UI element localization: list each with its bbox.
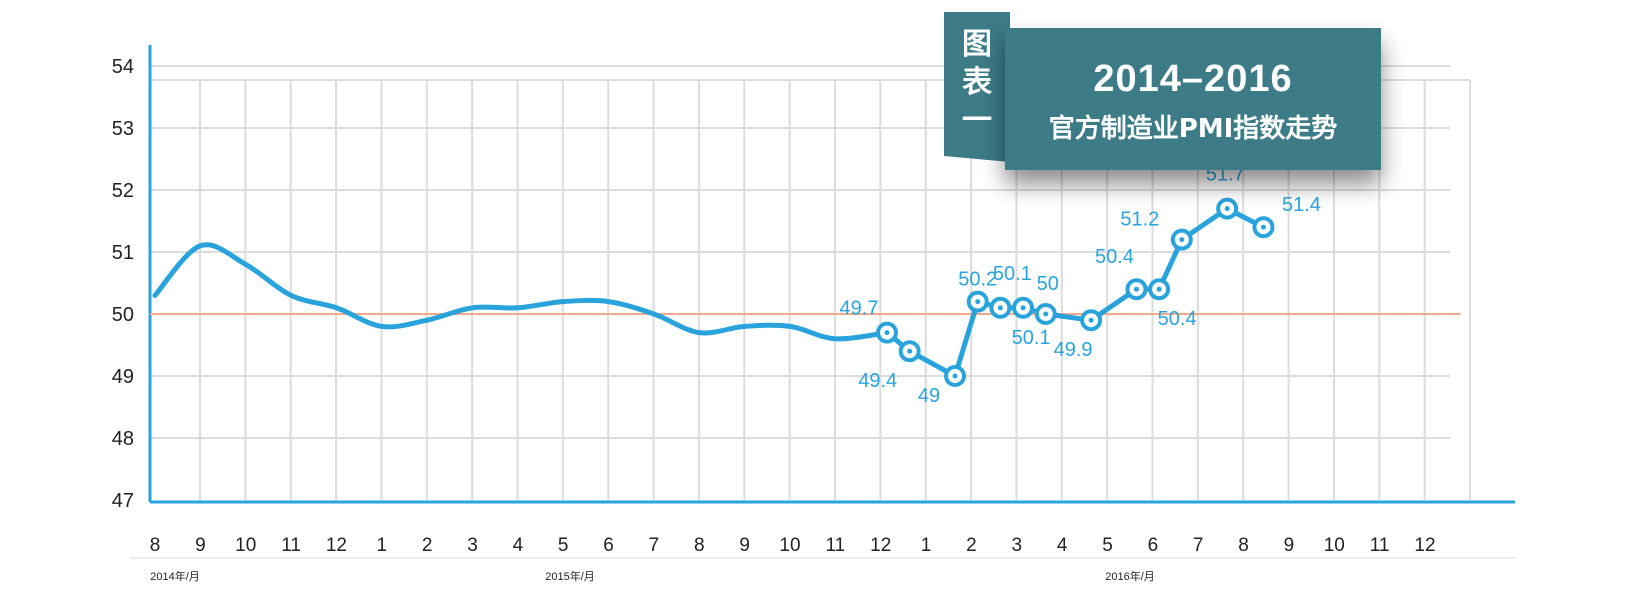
- x-tick-label: 2: [422, 535, 433, 556]
- x-tick-label: 9: [739, 535, 750, 556]
- data-label: 50.4: [1095, 246, 1134, 268]
- x-tick-label: 6: [603, 535, 614, 556]
- data-label: 49.4: [858, 370, 897, 392]
- x-tick-label: 8: [1238, 535, 1249, 556]
- x-tick-label: 12: [870, 535, 891, 556]
- x-tick-label: 6: [1148, 535, 1159, 556]
- data-point-dot: [975, 299, 981, 305]
- x-tick-label: 7: [1193, 535, 1204, 556]
- x-tick-label: 5: [1102, 535, 1113, 556]
- data-label: 49.7: [840, 298, 879, 320]
- x-tick-label: 12: [1414, 535, 1435, 556]
- data-point-dot: [1179, 237, 1185, 243]
- title-tag-char: 一: [962, 103, 992, 138]
- x-tick-label: 4: [1057, 535, 1068, 556]
- x-tick-label: 11: [825, 535, 845, 556]
- x-tick-label: 8: [694, 535, 705, 556]
- data-label: 49.9: [1054, 339, 1093, 361]
- year-label: 2016年/月: [1105, 569, 1155, 583]
- x-tick-label: 10: [235, 535, 256, 556]
- y-tick-label: 48: [112, 428, 134, 450]
- x-tick-label: 4: [513, 535, 524, 556]
- data-labels-group: 49.749.44950.250.150.15049.950.450.451.2…: [840, 164, 1321, 407]
- data-point-dot: [1133, 286, 1139, 292]
- chart-title-sub: 官方制造业PMI指数走势: [1048, 114, 1338, 144]
- data-point-dot: [952, 373, 958, 379]
- x-tick-label: 9: [1284, 535, 1295, 556]
- chart-axes: [130, 45, 1515, 559]
- data-label: 51.2: [1120, 209, 1159, 231]
- y-tick-label: 52: [112, 180, 134, 202]
- year-label: 2014年/月: [150, 569, 200, 583]
- chart-title-main: 2014–2016: [1093, 58, 1293, 100]
- chart-title-box: 2014–2016 官方制造业PMI指数走势: [1005, 28, 1381, 170]
- y-tick-label: 47: [112, 490, 134, 512]
- data-point-dot: [1043, 311, 1049, 317]
- data-point-dot: [1260, 224, 1266, 230]
- data-label: 50.1: [1012, 327, 1051, 349]
- x-tick-label: 1: [921, 535, 932, 556]
- data-point-dot: [997, 305, 1003, 311]
- title-tag-char: 表: [962, 65, 992, 100]
- y-tick-label: 54: [112, 56, 134, 78]
- title-tag-text: 图表一: [944, 26, 1010, 140]
- pmi-series-smooth: [152, 242, 890, 342]
- x-tick-label: 3: [1011, 535, 1022, 556]
- series-group: [152, 197, 1275, 387]
- x-tick-label: 1: [376, 535, 387, 556]
- x-tick-label: 10: [1324, 535, 1345, 556]
- data-point-dot: [1156, 286, 1162, 292]
- x-tick-label: 8: [150, 535, 161, 556]
- x-tick-label: 11: [281, 535, 301, 556]
- x-tick-label: 9: [195, 535, 206, 556]
- x-tick-label: 10: [779, 535, 800, 556]
- y-tick-label: 51: [112, 242, 134, 264]
- title-tag-char: 图: [962, 27, 992, 62]
- x-tick-label: 12: [326, 535, 347, 556]
- data-label: 50.4: [1158, 308, 1197, 330]
- year-label: 2015年/月: [545, 569, 595, 583]
- x-tick-label: 11: [1370, 535, 1390, 556]
- data-label: 49: [918, 385, 940, 407]
- x-tick-label: 7: [649, 535, 660, 556]
- data-label: 50: [1037, 273, 1059, 295]
- data-label: 50.1: [993, 263, 1032, 285]
- data-label: 50.2: [958, 269, 997, 291]
- y-tick-label: 49: [112, 366, 134, 388]
- data-point-dot: [884, 330, 890, 336]
- data-point-dot: [1088, 317, 1094, 323]
- chart-grid: [150, 65, 1471, 500]
- data-point-dot: [1224, 206, 1230, 212]
- y-tick-label: 50: [112, 304, 134, 326]
- data-label: 51.4: [1282, 194, 1321, 216]
- y-tick-label: 53: [112, 118, 134, 140]
- title-tag: 图表一: [944, 12, 1010, 162]
- data-point-dot: [907, 348, 913, 354]
- data-point-dot: [1020, 305, 1026, 311]
- x-tick-label: 3: [467, 535, 478, 556]
- x-tick-label: 5: [558, 535, 569, 556]
- x-tick-label: 2: [966, 535, 977, 556]
